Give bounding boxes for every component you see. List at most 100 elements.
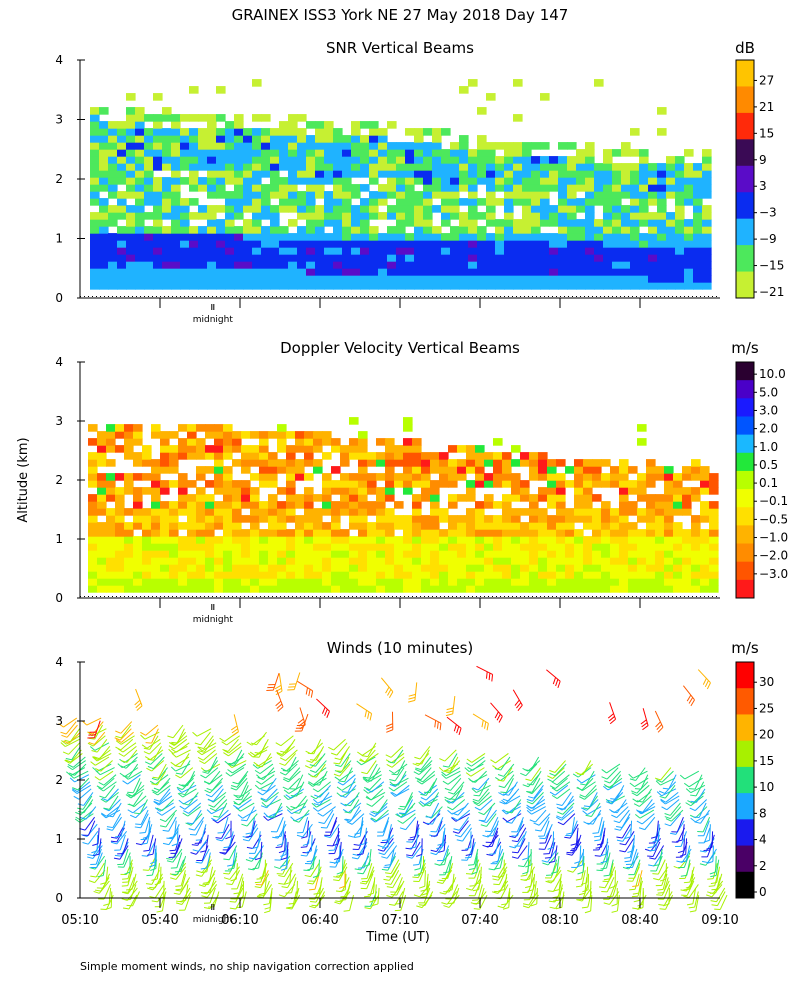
velocity-cell (412, 522, 422, 530)
velocity-cell (187, 536, 197, 544)
wind-barb-flag (582, 889, 589, 893)
colorbar-tick-label: 5.0 (759, 385, 778, 399)
snr-cell (315, 184, 325, 192)
velocity-cell (187, 424, 197, 432)
velocity-cell (358, 445, 368, 453)
snr-cell (513, 149, 523, 157)
wind-barb (453, 781, 465, 795)
snr-cell (333, 184, 343, 192)
snr-cell (252, 219, 262, 227)
wind-barb-flag (378, 852, 385, 856)
wind-barb-flag (471, 788, 477, 793)
snr-cell (486, 247, 496, 255)
velocity-cell (178, 480, 188, 488)
wind-barb (636, 784, 650, 797)
wind-barb-flag (580, 807, 587, 811)
velocity-cell (691, 522, 701, 530)
wind-barb-flag (471, 871, 478, 875)
velocity-cell (169, 445, 179, 453)
wind-barb (474, 852, 478, 869)
velocity-cell (106, 515, 116, 523)
velocity-cell (628, 487, 638, 495)
wind-barb-flag (213, 815, 220, 818)
wind-barb (391, 862, 401, 878)
snr-cell (405, 275, 415, 283)
wind-barb (700, 809, 710, 824)
wind-barb-flag (139, 832, 146, 834)
wind-barb-flag (122, 878, 129, 880)
snr-cell (333, 282, 343, 290)
velocity-cell (358, 466, 368, 474)
snr-cell (270, 261, 280, 269)
velocity-cell (457, 466, 467, 474)
wind-barb (530, 870, 534, 887)
snr-cell (189, 240, 199, 248)
wind-barb-flag (467, 766, 473, 771)
snr-cell (135, 275, 145, 283)
snr-cell (342, 254, 352, 262)
velocity-cell (340, 550, 350, 558)
velocity-cell (196, 494, 206, 502)
snr-cell (126, 240, 136, 248)
snr-cell (423, 282, 433, 290)
wind-barb-flag (653, 878, 660, 881)
snr-cell (531, 170, 541, 178)
wind-barb (203, 735, 214, 749)
snr-cell (315, 163, 325, 171)
wind-barb-flag (542, 862, 549, 866)
velocity-cell (709, 473, 719, 481)
velocity-cell (610, 585, 620, 593)
wind-barb (685, 845, 691, 862)
snr-cell (90, 282, 100, 290)
snr-cell (360, 254, 370, 262)
velocity-cell (439, 473, 449, 481)
velocity-cell (655, 536, 665, 544)
wind-barb (632, 834, 635, 851)
wind-barb-flag (419, 904, 426, 907)
wind-barb-flag (683, 881, 690, 884)
snr-cell (333, 163, 343, 171)
wind-barb (258, 852, 263, 869)
wind-barb-flag (472, 787, 479, 791)
snr-cell (144, 184, 154, 192)
velocity-cell (196, 452, 206, 460)
wind-barb (131, 873, 137, 890)
wind-barb-flag (383, 878, 390, 881)
wind-barb-flag (264, 910, 271, 914)
snr-cell (261, 198, 271, 206)
velocity-cell (529, 543, 539, 551)
snr-cell (126, 205, 136, 213)
wind-barb-flag (497, 905, 504, 909)
wind-barb (232, 848, 236, 865)
snr-cell (153, 212, 163, 220)
snr-cell (414, 275, 424, 283)
wind-barb-flag (69, 777, 75, 783)
snr-cell (648, 261, 658, 269)
snr-cell (396, 275, 406, 283)
snr-cell (522, 198, 532, 206)
velocity-cell (511, 515, 521, 523)
wind-barb-flag (254, 769, 261, 775)
snr-cell (396, 268, 406, 276)
snr-cell (252, 163, 262, 171)
snr-cell (369, 128, 379, 136)
velocity-cell (160, 501, 170, 509)
wind-barb-flag (499, 801, 506, 805)
velocity-cell (664, 515, 674, 523)
wind-barb-flag (437, 843, 444, 846)
snr-cell (117, 128, 127, 136)
wind-barb (396, 784, 410, 796)
wind-barb-flag (472, 899, 479, 901)
snr-cell (369, 149, 379, 157)
snr-cell (351, 156, 361, 164)
snr-cell (513, 254, 523, 262)
wind-barb-flag (547, 775, 553, 779)
velocity-cell (538, 585, 548, 593)
wind-barb-flag (113, 857, 121, 860)
velocity-cell (691, 557, 701, 565)
snr-cell (126, 142, 136, 150)
snr-cell (621, 177, 631, 185)
velocity-panel: Doppler Velocity Vertical Beams m/s 0123… (55, 339, 788, 625)
snr-cell (171, 254, 181, 262)
velocity-cell (367, 508, 377, 516)
